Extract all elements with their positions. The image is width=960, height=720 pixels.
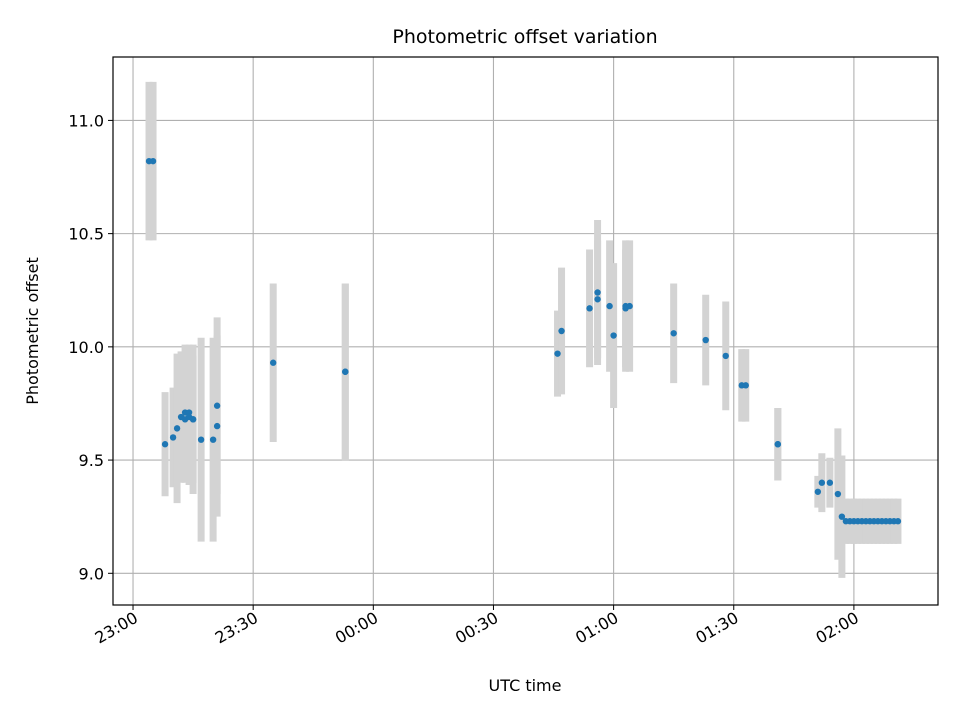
data-point [173,425,181,432]
data-point [702,336,709,344]
data-point [197,436,205,443]
data-point [834,490,842,498]
data-point [838,513,846,520]
data-point [189,416,197,423]
data-point [814,488,822,495]
chart-title: Photometric offset variation [392,26,657,48]
y-tick-label: 10.5 [68,225,104,244]
y-tick-label: 9.5 [79,451,104,470]
data-point [213,402,221,409]
data-point [894,518,902,525]
data-point [722,352,729,360]
data-point [594,296,601,303]
data-point [594,289,601,296]
data-points [145,157,902,525]
data-point [826,479,834,486]
data-point [626,302,633,310]
data-point [213,422,221,430]
data-point [161,441,169,448]
y-tick-label: 9.0 [79,564,104,583]
data-point [209,436,217,443]
data-point [606,302,613,310]
data-point [670,330,677,337]
y-tick-label: 11.0 [68,111,104,130]
data-point [149,157,157,165]
y-axis-label: Photometric offset [23,257,42,405]
data-point [774,441,782,448]
data-point [818,479,826,486]
data-point [185,409,193,416]
data-point [558,327,565,335]
data-point [169,434,177,441]
data-point [586,305,593,312]
x-axis-label: UTC time [489,676,562,695]
data-point [610,332,617,339]
data-point [554,350,561,357]
data-point [742,382,749,389]
y-tick-label: 10.0 [68,338,104,357]
data-point [269,359,277,366]
plot-frame [112,56,939,606]
data-point [342,368,349,375]
